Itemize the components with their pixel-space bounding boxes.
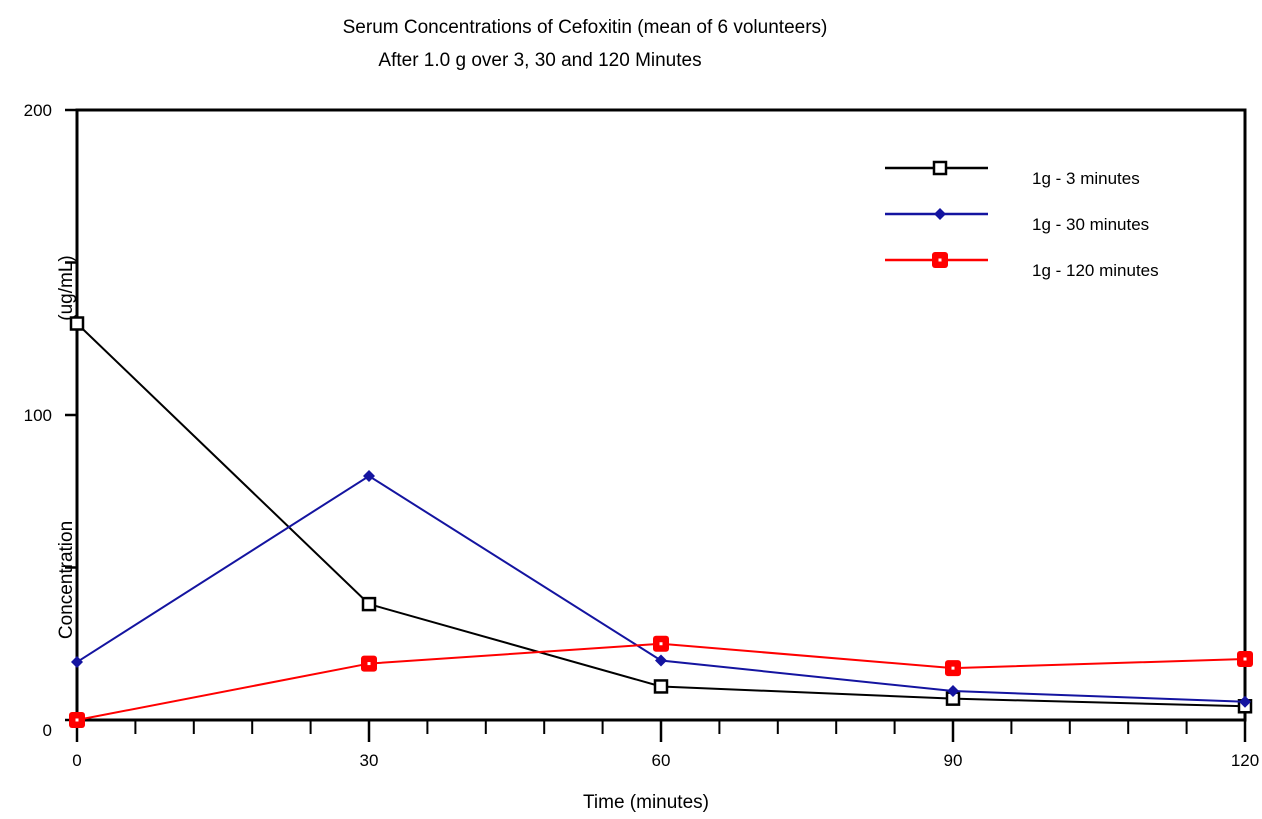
series-layer — [69, 316, 1253, 728]
data-point — [653, 679, 669, 694]
data-point — [1237, 651, 1253, 667]
data-point — [932, 252, 948, 268]
y-axis-label: Concentration — [56, 521, 77, 639]
data-point — [69, 712, 85, 728]
data-point — [932, 160, 948, 176]
y-axis-unit: (ug/mL) — [56, 255, 77, 320]
legend-entry: 1g - 30 minutes — [885, 208, 1149, 234]
series-line — [76, 474, 1246, 703]
x-tick-label: 90 — [944, 751, 963, 770]
data-point — [653, 635, 669, 652]
data-point-center — [659, 642, 663, 646]
y-tick-label: 200 — [24, 101, 52, 120]
x-tick-label: 30 — [360, 751, 379, 770]
data-point — [361, 655, 377, 672]
data-point — [934, 208, 946, 220]
data-point-center — [1243, 657, 1247, 661]
chart-subtitle: After 1.0 g over 3, 30 and 120 Minutes — [378, 50, 701, 71]
y-tick-label: 100 — [24, 406, 52, 425]
data-point — [69, 316, 85, 331]
data-point — [947, 685, 959, 698]
legend: 1g - 3 minutes 1g - 30 minutes 1g - 120 mi… — [885, 160, 1159, 280]
data-point — [71, 656, 83, 669]
chart-title: Serum Concentrations of Cefoxitin (mean … — [343, 17, 828, 38]
legend-label: 1g - 3 minutes — [1032, 169, 1140, 188]
data-point-center — [367, 662, 371, 666]
data-point — [361, 596, 377, 612]
legend-entry: 1g - 120 minutes — [885, 252, 1159, 280]
series-diamond — [71, 470, 1251, 708]
data-point — [655, 654, 667, 667]
x-tick-label: 120 — [1231, 751, 1259, 770]
series-filled-square — [69, 635, 1253, 728]
tick-labels: 0 30 60 90 120 0 100 200 — [24, 101, 1260, 770]
axis-ticks — [65, 108, 1247, 742]
data-point — [363, 470, 375, 482]
plot-frame — [75, 108, 1247, 722]
data-point-center — [951, 666, 955, 670]
x-tick-label: 0 — [72, 751, 81, 770]
legend-label: 1g - 30 minutes — [1032, 215, 1149, 234]
x-axis-label: Time (minutes) — [583, 792, 709, 813]
data-point-center — [938, 258, 942, 262]
legend-entry: 1g - 3 minutes — [885, 160, 1140, 188]
legend-label: 1g - 120 minutes — [1032, 261, 1159, 280]
series-open-square — [69, 316, 1253, 714]
data-point — [1239, 695, 1251, 708]
y-tick-label: 0 — [43, 721, 52, 740]
data-point-center — [75, 718, 79, 722]
x-tick-label: 60 — [652, 751, 671, 770]
data-point — [945, 660, 961, 677]
